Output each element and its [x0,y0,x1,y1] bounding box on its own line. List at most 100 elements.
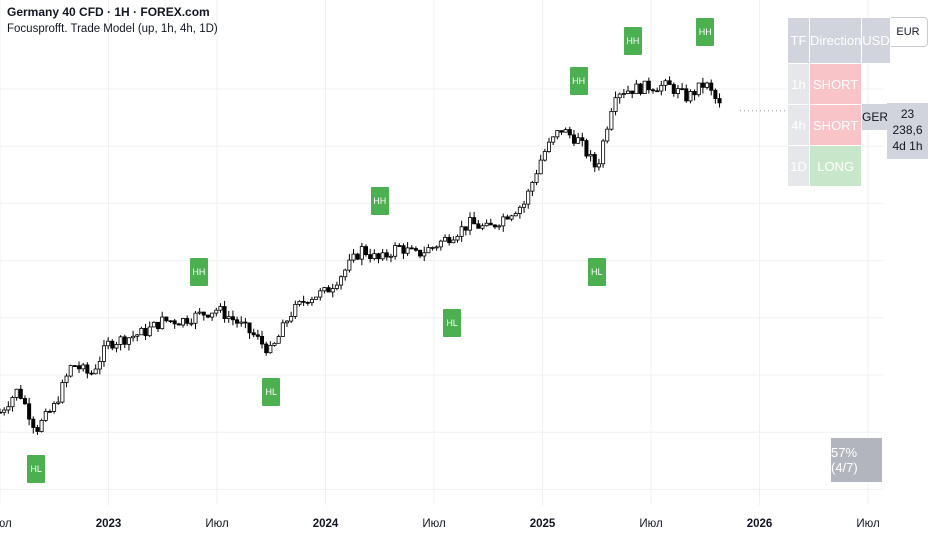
candle [14,388,19,398]
candle [189,322,194,325]
candle [214,309,219,314]
x-tick-label: Июл [639,518,662,530]
candle [605,128,610,142]
candle [667,80,672,85]
currency-button[interactable]: EUR [888,17,928,47]
candle [339,276,344,286]
candle [139,327,144,336]
candle [409,247,414,250]
candle [264,343,269,354]
indicator-title[interactable]: Focusprofft. Trade Model (up, 1h, 4h, 1D… [7,23,218,35]
candle [272,342,277,346]
candle [621,93,626,95]
candle [368,254,373,260]
candle [56,401,61,404]
candle [151,321,156,328]
candle [588,154,593,157]
candle [663,80,668,86]
higher-high-label: HH [623,26,642,55]
candle [459,226,464,237]
candle [376,253,381,260]
candle [77,365,82,370]
bar-countdown: 4d 1h [892,139,923,153]
candle [472,217,477,225]
candle [343,269,348,278]
candle [164,316,169,322]
candle [684,88,689,102]
x-tick-label: Июл [422,518,445,530]
candle [147,326,152,337]
candle [27,403,32,420]
candle [596,163,601,168]
x-tick-label: 2024 [313,518,339,530]
candle [118,336,123,345]
candle [10,397,15,408]
candle [555,130,560,138]
x-tick-label: Июл [0,518,12,530]
candle [31,418,36,428]
candle [497,225,502,228]
candle [513,213,518,217]
candle [359,246,364,260]
direction-table: TF Direction USD 1h SHORT 4h SHORT 1D LO… [787,17,891,187]
candle [318,290,323,298]
symbol-title[interactable]: Germany 40 CFD · 1H · FOREX.com [7,5,210,19]
candle [260,336,265,345]
candle [418,249,423,257]
candle [268,344,273,354]
candle [143,327,148,337]
candle [156,321,161,330]
candle [426,247,431,254]
candle [6,406,11,411]
candle [447,236,452,244]
candle [451,239,456,244]
candle [355,253,360,260]
win-rate-badge: 57% (4/7) [831,438,882,482]
candle [106,340,111,347]
candle [463,226,468,231]
table-row: 1D LONG [787,145,891,187]
candle [551,136,556,143]
candle [592,154,597,168]
candle [218,306,223,311]
candle [47,410,52,413]
candle [405,247,410,254]
candle [501,216,506,227]
candle [168,320,173,323]
x-tick-label: Июл [856,518,879,530]
candle [630,90,635,94]
candle [284,320,289,324]
candle [675,88,680,94]
candle [576,137,581,144]
candle [413,248,418,251]
x-tick-label: 2026 [747,518,773,530]
table-cell-direction: LONG [808,145,863,187]
candle [239,321,244,324]
candle [642,80,647,94]
candle [650,89,655,92]
candle [251,332,256,336]
higher-high-label: HH [696,18,715,47]
candle [185,318,190,324]
candle [455,235,460,241]
candle [584,140,589,157]
candle [326,287,331,293]
candle [43,410,48,421]
candle [488,222,493,226]
candle [696,82,701,96]
price-axis[interactable] [883,0,932,550]
candle [247,322,252,334]
candle [255,334,260,337]
candle [197,311,202,314]
candle [655,90,660,93]
candle [276,336,281,344]
candle [85,364,90,374]
candle [60,382,65,403]
higher-high-label: HH [569,66,588,95]
candle [422,252,427,257]
candle [334,284,339,289]
candle [547,141,552,152]
candle [301,300,306,303]
candle [330,288,335,293]
candle [243,321,248,324]
